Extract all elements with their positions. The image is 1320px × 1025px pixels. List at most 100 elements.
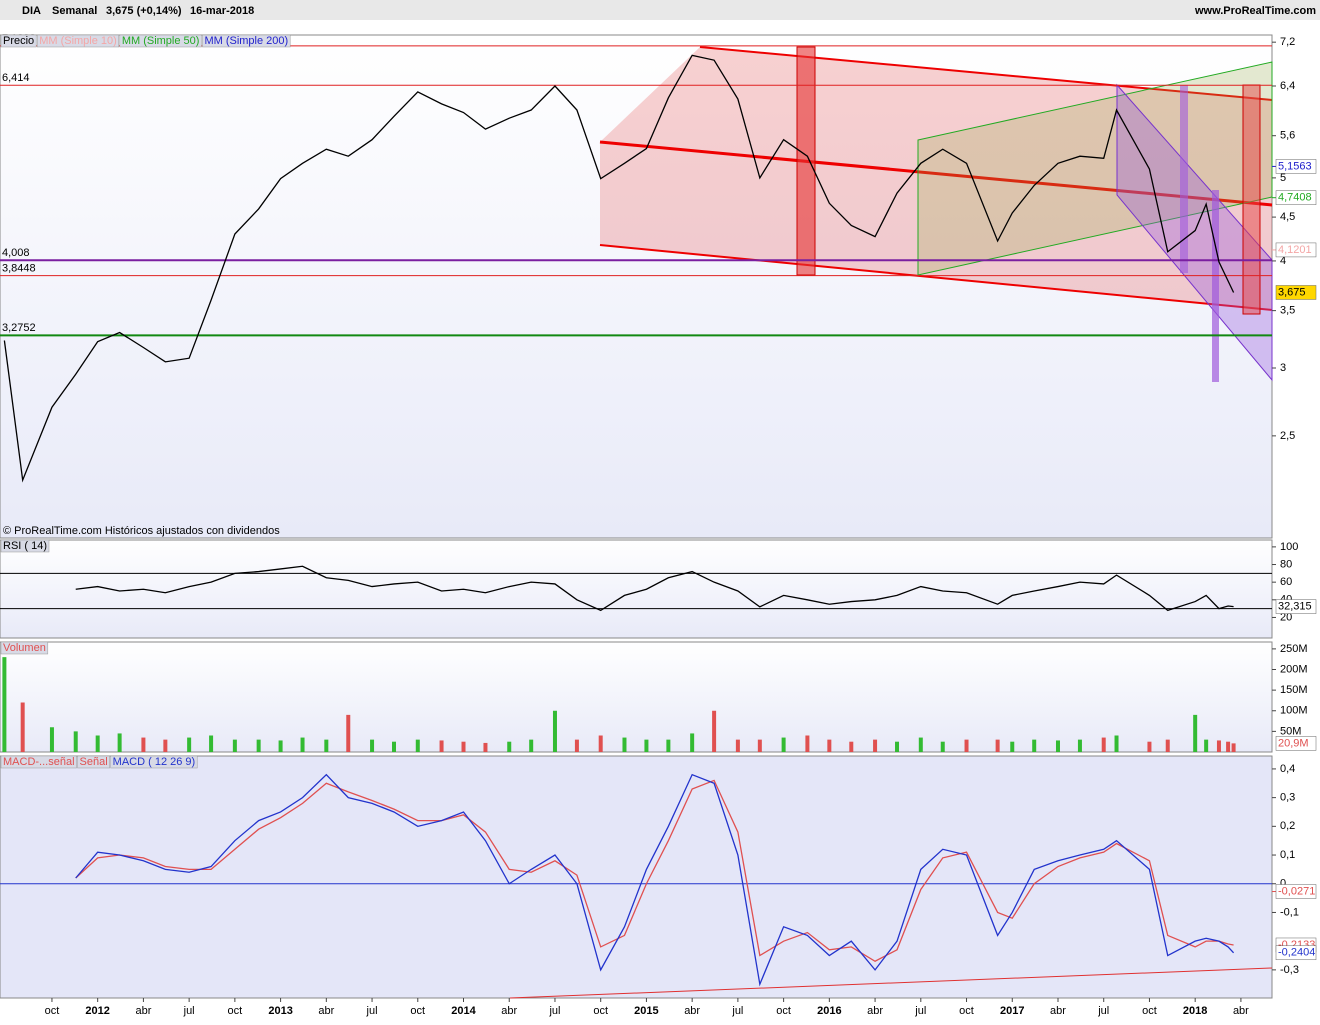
x-tick-label: oct xyxy=(410,1005,425,1017)
quote: 3,675 (+0,14%) xyxy=(106,5,182,17)
volume-panel xyxy=(0,641,1273,753)
volume-bar xyxy=(598,735,603,752)
volume-bar xyxy=(574,739,579,752)
red-channel xyxy=(600,47,1272,310)
x-tick-label: abr xyxy=(135,1005,151,1017)
volume-bar xyxy=(95,735,100,752)
level-label: 3,8448 xyxy=(2,263,36,275)
x-tick-label: 2017 xyxy=(1000,1005,1024,1017)
volume-bar xyxy=(209,735,214,752)
x-tick-label: jul xyxy=(183,1005,195,1017)
legend-entry: MM (Simple 200) xyxy=(204,35,288,47)
value-label: 5,1563 xyxy=(1278,160,1312,172)
volume-bar xyxy=(644,739,649,752)
volume-bar xyxy=(117,733,122,752)
volume-bar xyxy=(552,710,557,752)
y-tick-label: 0,1 xyxy=(1280,849,1295,861)
y-tick-label: 0,3 xyxy=(1280,792,1295,804)
y-tick-label: 3,5 xyxy=(1280,305,1295,317)
x-tick-label: abr xyxy=(1233,1005,1249,1017)
y-tick-label: 4,5 xyxy=(1280,211,1295,223)
volume-bar xyxy=(622,737,627,752)
volume-bar xyxy=(49,727,54,752)
volume-bar xyxy=(1216,740,1221,752)
volume-bar xyxy=(529,739,534,752)
volume-bar xyxy=(461,741,466,752)
volume-bar xyxy=(1101,737,1106,752)
price-panel xyxy=(0,34,1273,539)
x-tick-label: abr xyxy=(867,1005,883,1017)
y-tick-label: 6,4 xyxy=(1280,80,1295,92)
volume-bar xyxy=(1226,741,1231,752)
x-tick-label: abr xyxy=(1050,1005,1066,1017)
volume-bar xyxy=(1193,714,1198,752)
x-tick-label: 2015 xyxy=(634,1005,658,1017)
x-tick-label: oct xyxy=(959,1005,974,1017)
legend-box xyxy=(0,755,77,769)
volume-bar xyxy=(995,739,1000,752)
volume-bar xyxy=(1114,735,1119,752)
volume-bar xyxy=(346,714,351,752)
volume-bar xyxy=(666,739,671,752)
volume-bar xyxy=(1055,740,1060,752)
period: Semanal xyxy=(52,5,97,17)
x-tick-label: 2012 xyxy=(85,1005,109,1017)
value-box xyxy=(1275,242,1317,258)
x-tick-label: 2013 xyxy=(268,1005,292,1017)
volume-bar xyxy=(781,737,786,752)
volume-bar xyxy=(690,733,695,752)
volume-bar xyxy=(1077,739,1082,752)
y-tick-label: 7,2 xyxy=(1280,36,1295,48)
legend-box xyxy=(36,34,120,48)
value-box xyxy=(1275,285,1317,300)
date: 16-mar-2018 xyxy=(190,5,254,17)
value-box xyxy=(1275,159,1317,174)
y-tick-label: 5,6 xyxy=(1280,130,1295,142)
series-line xyxy=(3,54,1235,483)
site[interactable]: www.ProRealTime.com xyxy=(1194,5,1316,17)
y-tick-label: 3 xyxy=(1280,362,1286,374)
x-tick-label: 2016 xyxy=(817,1005,841,1017)
volume-bar xyxy=(873,739,878,752)
volume-bar xyxy=(392,741,397,752)
legend-entry: Volumen xyxy=(3,642,46,654)
x-tick-label: jul xyxy=(366,1005,378,1017)
legend-entry: MACD ( 12 26 9) xyxy=(113,756,196,768)
y-tick-label: 60 xyxy=(1280,576,1292,588)
rsi-panel xyxy=(0,539,1273,639)
macd-panel xyxy=(0,755,1273,999)
legend-box xyxy=(202,34,291,48)
series-line xyxy=(75,779,1234,963)
y-tick-label: 100 xyxy=(1280,541,1298,553)
legend-box xyxy=(0,34,37,48)
volume-bar xyxy=(439,740,444,752)
volume-bar xyxy=(827,739,832,752)
value-label: -0,0271 xyxy=(1278,885,1315,897)
volume-bar xyxy=(712,710,717,752)
x-tick-label: jul xyxy=(914,1005,926,1017)
x-tick-label: oct xyxy=(45,1005,60,1017)
legend-entry: RSI ( 14) xyxy=(3,540,47,552)
volume-bar xyxy=(187,737,192,752)
highlight-bar xyxy=(1180,85,1188,273)
volume-bar xyxy=(940,741,945,752)
value-label: 32,315 xyxy=(1278,600,1312,612)
x-tick-label: oct xyxy=(1142,1005,1157,1017)
legend-box xyxy=(77,755,110,769)
volume-bar xyxy=(895,741,900,752)
volume-bar xyxy=(370,739,375,752)
highlight-bar xyxy=(1242,84,1261,315)
level-label: 3,2752 xyxy=(2,322,36,334)
legend-entry: Precio xyxy=(3,35,34,47)
level-label: 6,414 xyxy=(2,72,30,84)
volume-bar xyxy=(256,739,261,752)
trend-line xyxy=(699,46,1273,101)
value-box xyxy=(1275,190,1317,205)
y-tick-label: -0,3 xyxy=(1280,964,1299,976)
series-line xyxy=(75,773,1235,987)
volume-bar xyxy=(163,739,168,752)
legend-entry: Señal xyxy=(80,756,108,768)
value-box xyxy=(1275,884,1317,899)
legend-box xyxy=(0,539,50,553)
